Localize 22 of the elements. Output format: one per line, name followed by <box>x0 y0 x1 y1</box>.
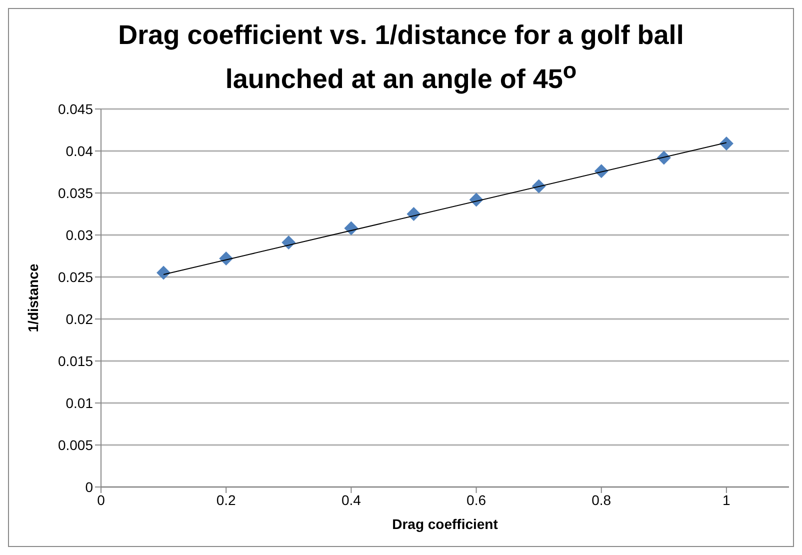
y-tick-label: 0.03 <box>66 226 94 243</box>
x-tick-label: 0.4 <box>341 492 362 508</box>
y-tick-label: 0.01 <box>66 394 94 411</box>
point <box>282 236 296 250</box>
y-tick-label: 0.045 <box>58 100 94 117</box>
x-tick-label: 0.8 <box>592 492 612 508</box>
x-tick-label: 0.2 <box>216 492 236 508</box>
point <box>719 136 734 150</box>
y-tick-label: 0.02 <box>66 310 94 327</box>
y-tick-label: 0.035 <box>58 184 94 201</box>
y-tick-label: 0.04 <box>66 142 94 159</box>
chart-title: Drag coefficient vs. 1/distance for a golf ball launched at an angle of 45$^{o}$ <box>117 19 685 96</box>
y-tick-label: 0.015 <box>58 352 94 369</box>
x-axis-title: Drag coefficient <box>392 516 498 532</box>
y-tick-label: 0.025 <box>58 268 94 285</box>
x-tick-label: 1 <box>722 492 731 508</box>
x-tick-label: 0.6 <box>466 492 486 508</box>
point <box>156 266 171 280</box>
y-tick-label: 0.005 <box>58 436 94 453</box>
x-tick-label: 0 <box>97 492 106 508</box>
y-axis-title: 1/distance <box>24 264 41 332</box>
y-tick-label: 0 <box>85 478 94 495</box>
